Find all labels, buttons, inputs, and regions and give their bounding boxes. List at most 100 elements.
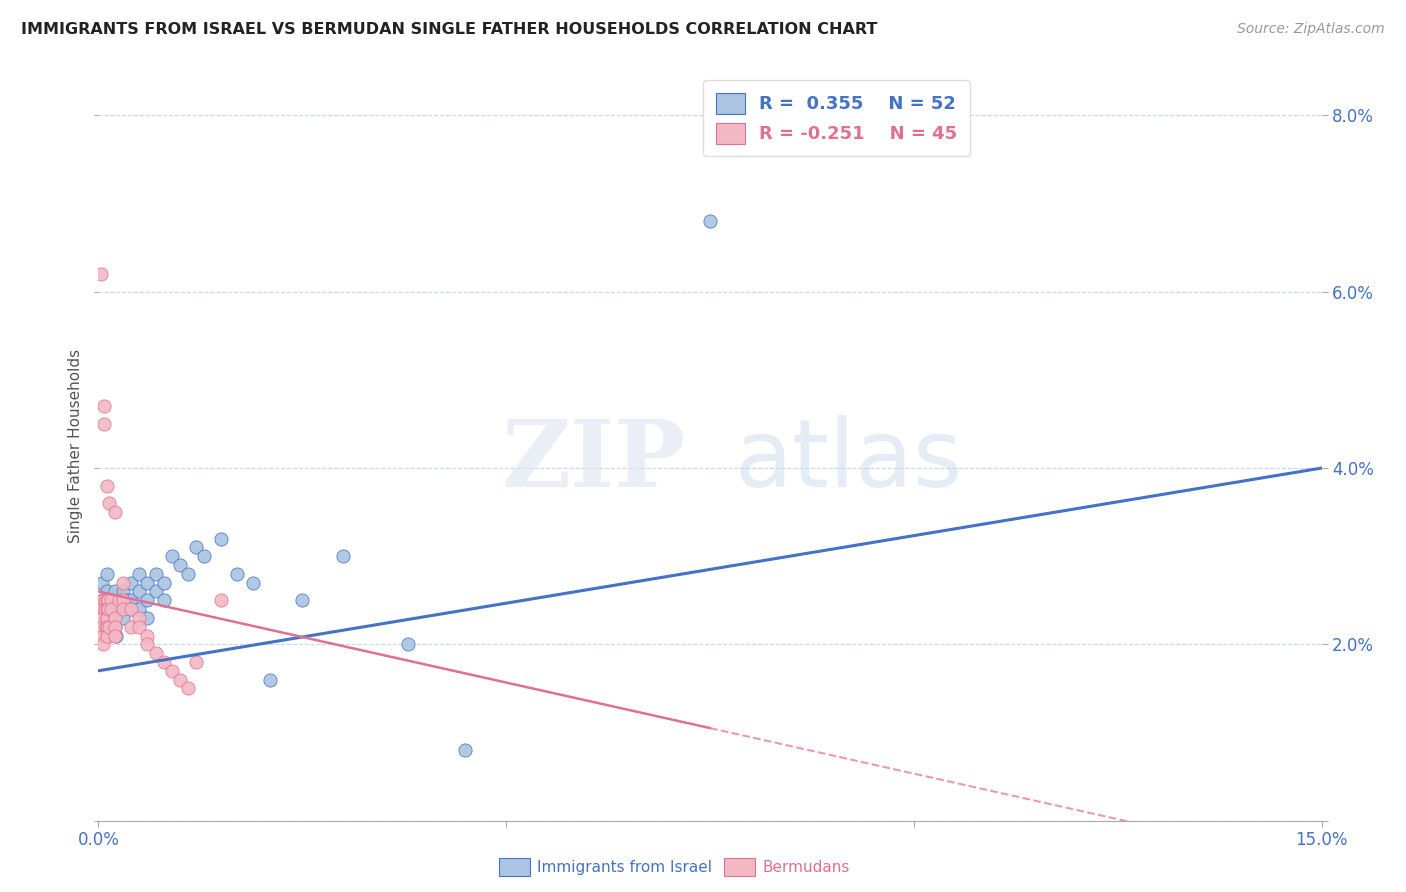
Point [186, 655, 208, 669]
Point [91, 620, 114, 634]
Point [91, 628, 114, 642]
Point [97, 602, 120, 616]
Point [120, 593, 142, 607]
Point [97, 593, 120, 607]
Point [136, 637, 159, 651]
Point [96, 620, 118, 634]
Text: Immigrants from Israel: Immigrants from Israel [537, 861, 711, 875]
Point [111, 611, 134, 625]
Point [111, 584, 134, 599]
Point [120, 620, 142, 634]
Point [96, 611, 118, 625]
Point [193, 549, 215, 564]
Point [128, 566, 150, 581]
Text: Source: ZipAtlas.com: Source: ZipAtlas.com [1237, 22, 1385, 37]
Point [96, 628, 118, 642]
Point [98, 620, 121, 634]
Point [111, 593, 134, 607]
Point [96, 611, 118, 625]
Point [104, 620, 127, 634]
Point [111, 575, 134, 590]
Point [96, 593, 118, 607]
Point [90, 593, 112, 607]
Point [111, 602, 134, 616]
Point [94, 593, 117, 607]
Point [169, 673, 191, 687]
Text: Bermudans: Bermudans [762, 861, 849, 875]
Point [104, 611, 127, 625]
Point [152, 593, 174, 607]
Legend: R =  0.355    N = 52, R = -0.251    N = 45: R = 0.355 N = 52, R = -0.251 N = 45 [703, 80, 970, 156]
Point [242, 575, 264, 590]
Point [145, 584, 167, 599]
Point [98, 496, 121, 510]
Point [90, 267, 112, 281]
Point [259, 673, 281, 687]
Point [128, 620, 150, 634]
Point [396, 637, 419, 651]
Point [96, 566, 118, 581]
Point [104, 602, 127, 616]
Point [108, 593, 131, 607]
Point [96, 602, 118, 616]
Point [120, 602, 142, 616]
Point [91, 637, 114, 651]
Text: IMMIGRANTS FROM ISRAEL VS BERMUDAN SINGLE FATHER HOUSEHOLDS CORRELATION CHART: IMMIGRANTS FROM ISRAEL VS BERMUDAN SINGL… [21, 22, 877, 37]
Point [91, 611, 114, 625]
Point [120, 575, 142, 590]
Point [111, 602, 134, 616]
Point [93, 602, 115, 616]
Point [145, 646, 167, 660]
Point [108, 593, 131, 607]
Point [177, 681, 200, 696]
Point [332, 549, 354, 564]
Point [104, 505, 127, 519]
Point [186, 541, 208, 555]
Point [128, 602, 150, 616]
Point [104, 584, 127, 599]
Point [94, 611, 117, 625]
Point [104, 611, 127, 625]
Point [105, 628, 128, 642]
Point [128, 584, 150, 599]
Point [94, 602, 117, 616]
Point [96, 593, 118, 607]
Point [169, 558, 191, 572]
Point [226, 566, 249, 581]
Point [160, 549, 183, 564]
Point [699, 214, 721, 228]
Point [152, 655, 174, 669]
Point [100, 593, 122, 607]
Point [209, 532, 232, 546]
Point [291, 593, 314, 607]
Point [100, 620, 122, 634]
Point [136, 575, 159, 590]
Point [93, 417, 115, 431]
Point [100, 611, 122, 625]
Point [97, 593, 120, 607]
Point [100, 602, 122, 616]
Point [96, 620, 118, 634]
Point [96, 628, 118, 642]
Point [454, 743, 477, 757]
Point [98, 602, 121, 616]
Point [91, 575, 114, 590]
Point [136, 593, 159, 607]
Point [152, 575, 174, 590]
Point [136, 628, 159, 642]
Point [91, 593, 114, 607]
Point [209, 593, 232, 607]
Y-axis label: Single Father Households: Single Father Households [67, 349, 83, 543]
Point [94, 620, 117, 634]
Point [136, 611, 159, 625]
Point [160, 664, 183, 678]
Point [104, 628, 127, 642]
Point [93, 400, 115, 414]
Point [177, 566, 200, 581]
Point [145, 566, 167, 581]
Point [128, 611, 150, 625]
Point [96, 584, 118, 599]
Point [96, 478, 118, 492]
Point [115, 593, 138, 607]
Point [90, 602, 112, 616]
